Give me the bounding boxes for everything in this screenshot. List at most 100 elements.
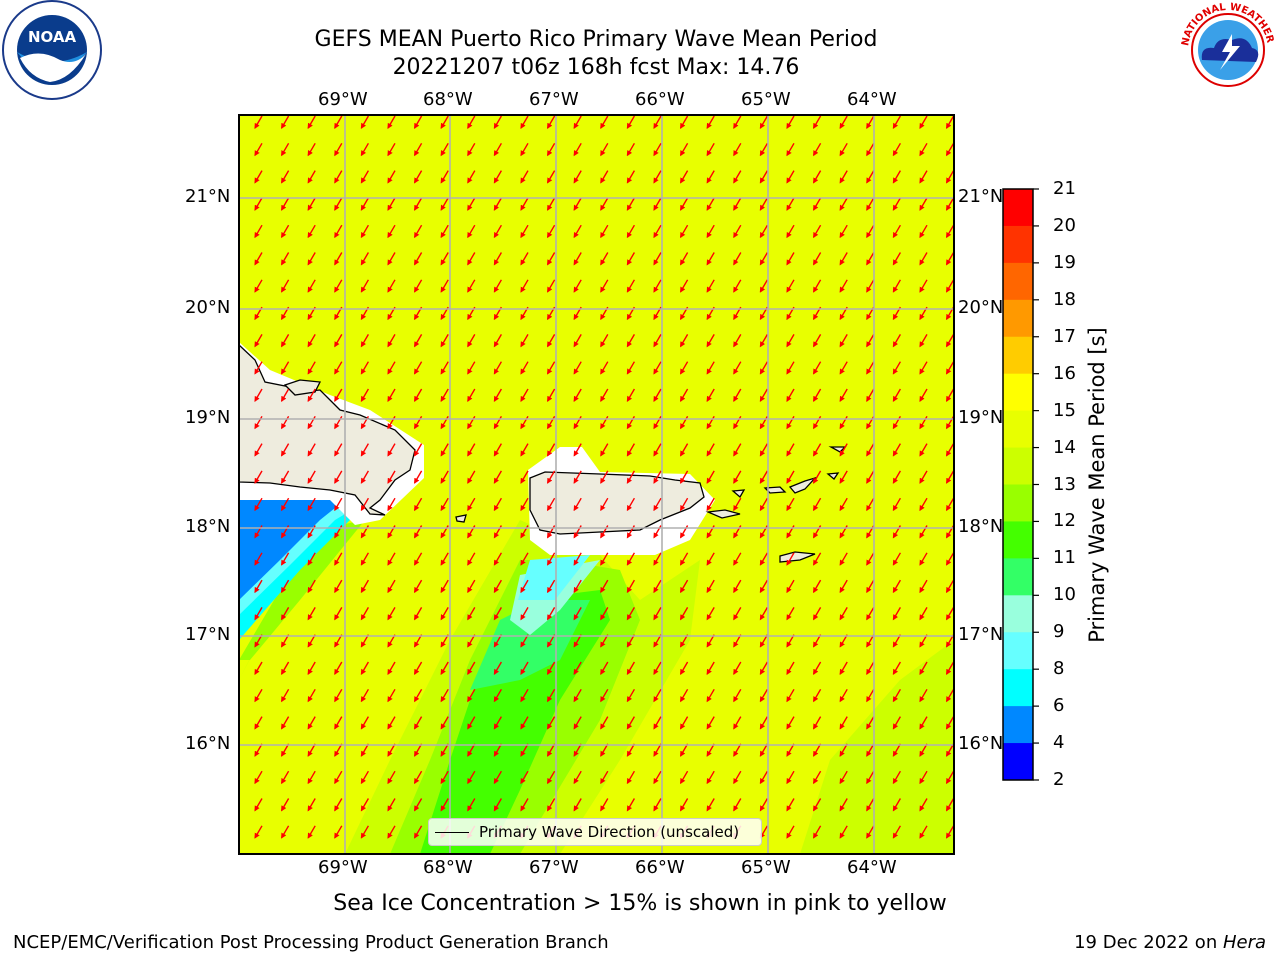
wave-direction-arrow	[440, 334, 449, 348]
wave-direction-arrow	[919, 579, 928, 594]
wave-direction-arrow	[733, 170, 742, 184]
wave-direction-arrow	[759, 497, 769, 512]
wave-direction-arrow	[945, 798, 954, 812]
wave-direction-arrow	[866, 661, 875, 675]
wave-direction-arrow	[360, 142, 370, 157]
colorbar-tick-label: 17	[1053, 325, 1076, 347]
wave-direction-arrow	[759, 716, 769, 730]
wave-direction-arrow	[280, 115, 290, 129]
wave-direction-arrow	[679, 688, 689, 703]
wave-direction-arrow	[440, 716, 449, 730]
wave-direction-arrow	[626, 552, 636, 566]
wave-direction-arrow	[866, 142, 875, 157]
wave-direction-arrow	[733, 716, 742, 730]
wave-direction-arrow	[387, 743, 396, 757]
wave-direction-arrow	[520, 716, 529, 730]
wave-direction-arrow	[493, 661, 503, 675]
lon-tick-bottom: 66°W	[635, 857, 685, 878]
wave-direction-arrow	[653, 661, 662, 675]
wave-direction-arrow	[839, 252, 848, 266]
wave-direction-arrow	[573, 443, 582, 457]
wave-direction-arrow	[706, 142, 715, 157]
colorbar-tick-label: 19	[1053, 251, 1076, 273]
wave-direction-arrow	[786, 607, 795, 621]
wave-direction-arrow	[254, 579, 263, 594]
wave-direction-arrow	[919, 115, 928, 129]
wave-direction-arrow	[440, 661, 449, 675]
wave-direction-arrow	[440, 252, 449, 266]
wave-direction-arrow	[573, 798, 582, 812]
wave-direction-arrow	[759, 115, 769, 129]
wave-direction-arrow	[387, 279, 396, 293]
wave-direction-arrow	[573, 743, 582, 757]
wave-direction-arrow	[786, 443, 795, 457]
wave-direction-arrow	[413, 197, 423, 211]
wave-direction-arrow	[679, 770, 689, 785]
colorbar-segment	[1003, 447, 1033, 485]
wave-direction-arrow	[626, 743, 636, 757]
wave-direction-arrow	[812, 388, 822, 402]
wave-direction-arrow	[573, 142, 582, 157]
wave-direction-arrow	[653, 388, 662, 402]
wave-direction-arrow	[280, 334, 290, 348]
wave-direction-arrow	[919, 142, 928, 157]
wave-direction-arrow	[493, 688, 503, 703]
wave-direction-arrow	[546, 497, 556, 512]
wave-direction-arrow	[573, 224, 582, 239]
wave-direction-arrow	[307, 798, 316, 812]
wave-direction-arrow	[493, 197, 503, 211]
wave-direction-arrow	[866, 224, 875, 239]
wave-direction-arrow	[600, 279, 609, 293]
wave-direction-arrow	[493, 607, 503, 621]
lon-tick-bottom: 69°W	[318, 857, 368, 878]
wave-direction-arrow	[573, 770, 582, 785]
wave-direction-arrow	[626, 142, 636, 157]
wave-direction-arrow	[334, 470, 343, 484]
wave-direction-arrow	[812, 361, 822, 375]
wave-direction-arrow	[945, 443, 954, 457]
wave-direction-arrow	[786, 142, 795, 157]
wave-direction-arrow	[307, 607, 316, 621]
wave-direction-arrow	[413, 252, 423, 266]
wave-direction-arrow	[254, 334, 263, 348]
wave-direction-arrow	[626, 115, 636, 129]
wave-direction-arrow	[706, 252, 715, 266]
wave-direction-arrow	[600, 497, 609, 512]
wave-direction-arrow	[413, 334, 423, 348]
wave-direction-arrow	[334, 825, 343, 839]
wave-direction-arrow	[573, 688, 582, 703]
wave-direction-arrow	[945, 716, 954, 730]
wave-direction-arrow	[653, 607, 662, 621]
wave-direction-arrow	[786, 825, 795, 839]
wave-direction-arrow	[546, 224, 556, 239]
wave-direction-arrow	[839, 279, 848, 293]
wave-direction-arrow	[467, 470, 476, 484]
wave-direction-arrow	[653, 224, 662, 239]
wave-direction-arrow	[254, 798, 263, 812]
lon-tick-bottom: 64°W	[847, 857, 897, 878]
wave-direction-arrow	[413, 798, 423, 812]
wave-direction-arrow	[919, 825, 928, 839]
wave-direction-arrow	[733, 743, 742, 757]
wave-direction-arrow	[626, 361, 636, 375]
wave-direction-arrow	[520, 279, 529, 293]
wave-direction-arrow	[733, 579, 742, 594]
colorbar-segment	[1003, 595, 1033, 633]
wave-direction-arrow	[919, 470, 928, 484]
wave-direction-arrow	[786, 470, 795, 484]
wave-direction-arrow	[307, 279, 316, 293]
wave-direction-arrow	[254, 142, 263, 157]
wave-direction-arrow	[360, 743, 370, 757]
wave-direction-arrow	[493, 388, 503, 402]
lat-tick-right: 17°N	[958, 624, 1004, 645]
wave-direction-arrow	[919, 443, 928, 457]
lat-tick-right: 18°N	[958, 516, 1004, 537]
wave-direction-arrow	[440, 497, 449, 512]
wave-direction-arrow	[573, 279, 582, 293]
wave-direction-arrow	[573, 579, 582, 594]
wave-direction-arrow	[600, 798, 609, 812]
wave-direction-arrow	[945, 770, 954, 785]
wave-direction-arrow	[892, 197, 902, 211]
wave-direction-arrow	[892, 170, 902, 184]
wave-direction-arrow	[413, 716, 423, 730]
